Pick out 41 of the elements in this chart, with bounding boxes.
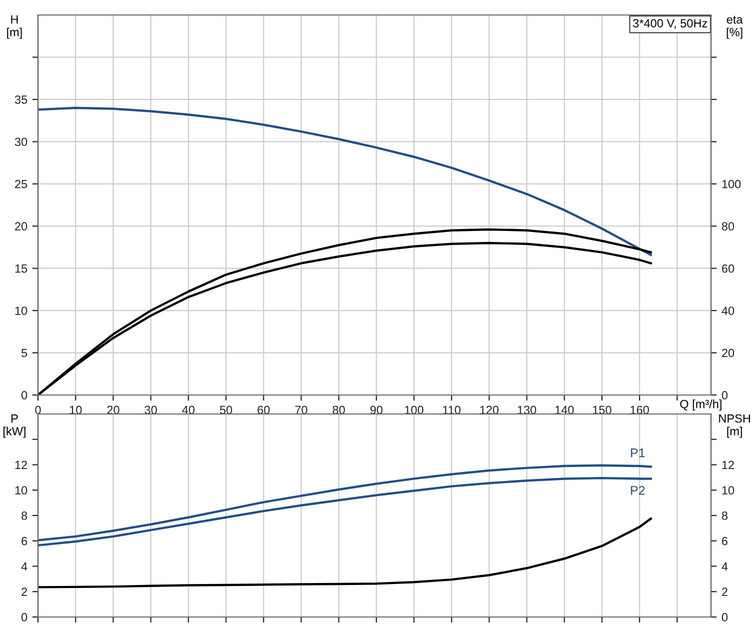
y2-tick-label: 0 [722,613,728,622]
y-axis-title: P [kW] [3,414,26,438]
y2-tick-label: 40 [722,306,734,315]
y2-tick-label: 20 [722,348,734,358]
y-tick-label: 0 [21,613,28,622]
series-label: P2 [631,486,645,495]
y2-tick-label: 4 [722,562,728,571]
y2-tick-label: 2 [722,588,728,596]
y2-tick-label: 60 [722,264,734,273]
y2-axis-title: NPSH [m] [719,414,750,438]
y-tick-label: 2 [22,588,27,596]
series-label: P1 [631,448,645,458]
annotation: 3*400 V, 50Hz [633,19,708,29]
y2-tick-label: 8 [722,512,728,520]
y-tick-label: 25 [15,180,28,188]
y-tick-label: 4 [21,562,28,571]
line-series [38,464,652,542]
line-series [38,518,652,588]
y-tick-label: 8 [22,512,28,520]
y-tick-label: 35 [14,95,28,104]
x-axis-title: Q [m³/h] [680,400,722,411]
y-tick-label: 10 [15,306,28,315]
y-tick-label: 6 [22,536,28,546]
y-tick-label: 15 [15,264,28,273]
y2-tick-label: 10 [722,486,734,495]
y-tick-label: 12 [15,460,27,470]
y-tick-label: 20 [15,222,28,231]
y2-tick-label: 12 [722,460,734,470]
line-series [38,476,652,546]
y2-tick-label: 0 [722,391,728,400]
y2-tick-label: 80 [722,222,734,231]
y2-axis-title: eta [%] [726,16,743,39]
y-tick-label: 5 [21,348,28,358]
y2-tick-label: 100 [722,180,741,188]
y-tick-label: 30 [14,138,28,146]
line-series [38,106,652,256]
y2-tick-label: 6 [722,536,728,546]
y-axis-title: H [m] [7,15,22,39]
x-tick-label: 0 [35,406,41,414]
y-tick-label: 0 [21,391,28,400]
y-tick-label: 10 [15,486,28,495]
